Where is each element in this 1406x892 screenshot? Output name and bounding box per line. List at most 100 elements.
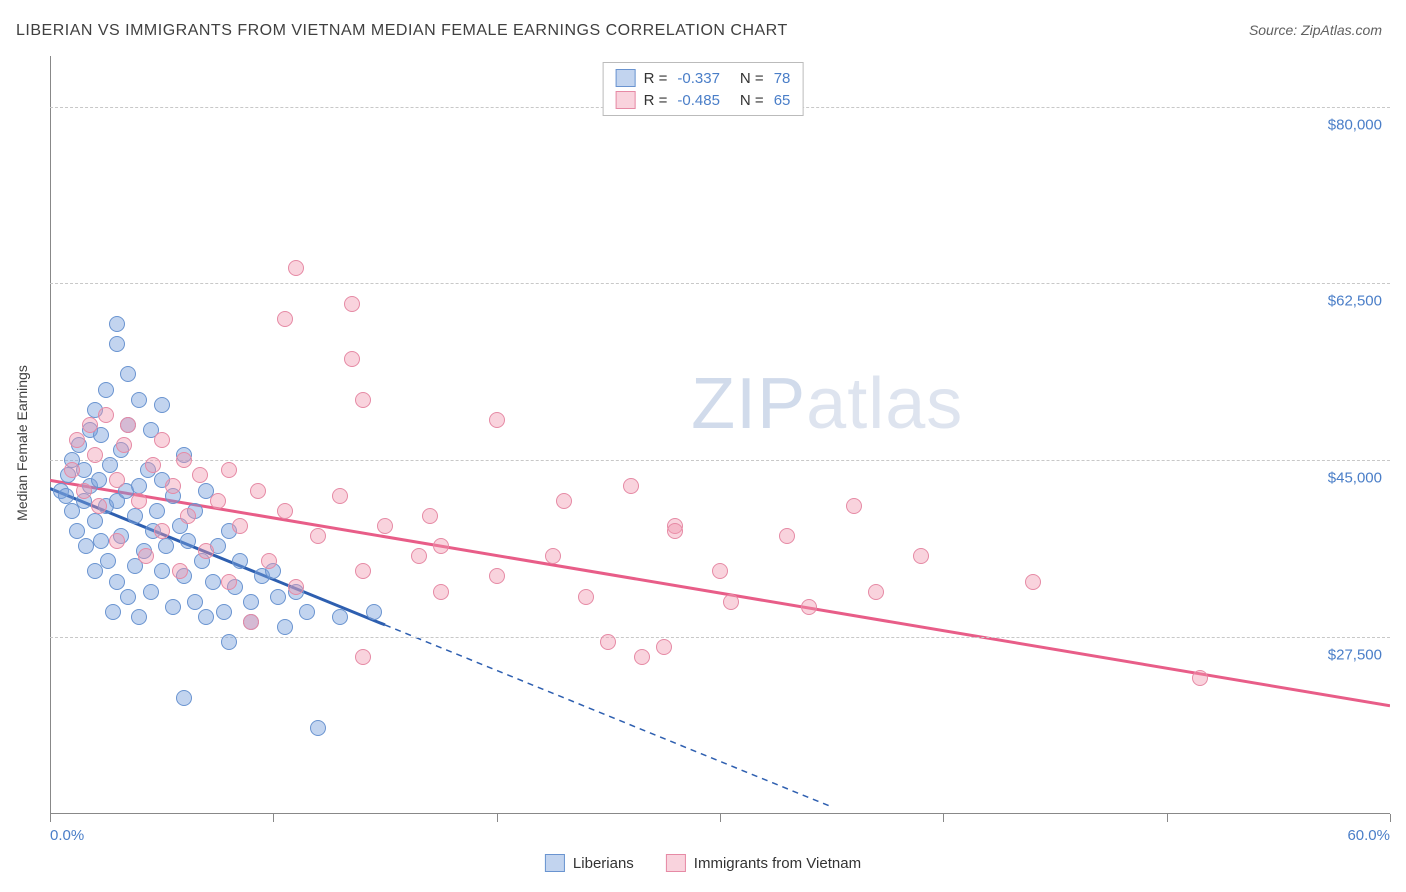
legend-stat-row: R =-0.485N =65 <box>612 89 795 111</box>
gridline <box>50 460 1390 461</box>
data-point <box>187 594 203 610</box>
data-point <box>210 493 226 509</box>
data-point <box>801 599 817 615</box>
watermark-thin: atlas <box>806 364 963 444</box>
legend-swatch <box>545 854 565 872</box>
data-point <box>355 392 371 408</box>
data-point <box>109 533 125 549</box>
data-point <box>100 553 116 569</box>
data-point <box>109 336 125 352</box>
y-tick-label: $62,500 <box>1328 293 1382 310</box>
r-label: R = <box>644 92 668 109</box>
x-tick <box>1167 814 1168 822</box>
data-point <box>846 498 862 514</box>
data-point <box>344 351 360 367</box>
gridline <box>50 637 1390 638</box>
data-point <box>623 478 639 494</box>
data-point <box>545 548 561 564</box>
data-point <box>205 574 221 590</box>
data-point <box>165 599 181 615</box>
data-point <box>288 579 304 595</box>
data-point <box>913 548 929 564</box>
y-tick-label: $45,000 <box>1328 470 1382 487</box>
legend-stat-row: R =-0.337N =78 <box>612 67 795 89</box>
data-point <box>232 518 248 534</box>
x-tick <box>1390 814 1391 822</box>
data-point <box>216 604 232 620</box>
legend-series: Liberians Immigrants from Vietnam <box>537 854 869 872</box>
data-point <box>277 503 293 519</box>
data-point <box>154 563 170 579</box>
watermark-bold: ZIP <box>691 364 806 444</box>
x-tick <box>720 814 721 822</box>
data-point <box>221 462 237 478</box>
data-point <box>656 639 672 655</box>
data-point <box>131 609 147 625</box>
data-point <box>131 493 147 509</box>
data-point <box>344 296 360 312</box>
data-point <box>180 533 196 549</box>
data-point <box>411 548 427 564</box>
data-point <box>154 523 170 539</box>
legend-item: Liberians <box>545 854 634 872</box>
data-point <box>779 528 795 544</box>
data-point <box>120 589 136 605</box>
data-point <box>64 462 80 478</box>
y-tick-label: $27,500 <box>1328 647 1382 664</box>
data-point <box>723 594 739 610</box>
data-point <box>87 513 103 529</box>
data-point <box>277 311 293 327</box>
data-point <box>868 584 884 600</box>
data-point <box>600 634 616 650</box>
data-point <box>299 604 315 620</box>
data-point <box>1025 574 1041 590</box>
data-point <box>98 407 114 423</box>
data-point <box>243 614 259 630</box>
data-point <box>91 472 107 488</box>
data-point <box>116 437 132 453</box>
data-point <box>172 563 188 579</box>
data-point <box>332 488 348 504</box>
data-point <box>91 498 107 514</box>
data-point <box>261 553 277 569</box>
x-tick <box>50 814 51 822</box>
data-point <box>109 574 125 590</box>
data-point <box>138 548 154 564</box>
data-point <box>578 589 594 605</box>
x-tick <box>943 814 944 822</box>
y-axis-title: Median Female Earnings <box>14 365 30 521</box>
n-label: N = <box>740 70 764 87</box>
data-point <box>76 483 92 499</box>
data-point <box>250 483 266 499</box>
data-point <box>433 584 449 600</box>
legend-item: Immigrants from Vietnam <box>666 854 861 872</box>
data-point <box>712 563 728 579</box>
x-axis-max-label: 60.0% <box>1347 827 1390 844</box>
data-point <box>355 563 371 579</box>
n-value: 65 <box>774 92 791 109</box>
legend-label: Liberians <box>573 855 634 872</box>
data-point <box>232 553 248 569</box>
data-point <box>149 503 165 519</box>
gridline <box>50 283 1390 284</box>
data-point <box>198 609 214 625</box>
x-tick <box>497 814 498 822</box>
data-point <box>127 508 143 524</box>
data-point <box>634 649 650 665</box>
data-point <box>221 574 237 590</box>
legend-swatch <box>616 69 636 87</box>
data-point <box>109 316 125 332</box>
data-point <box>82 417 98 433</box>
trend-lines <box>50 56 1390 830</box>
legend-stats: R =-0.337N =78R =-0.485N =65 <box>603 62 804 116</box>
data-point <box>143 584 159 600</box>
data-point <box>120 417 136 433</box>
data-point <box>243 594 259 610</box>
data-point <box>192 467 208 483</box>
data-point <box>198 543 214 559</box>
data-point <box>102 457 118 473</box>
y-tick-label: $80,000 <box>1328 116 1382 133</box>
legend-swatch <box>666 854 686 872</box>
data-point <box>176 452 192 468</box>
data-point <box>78 538 94 554</box>
